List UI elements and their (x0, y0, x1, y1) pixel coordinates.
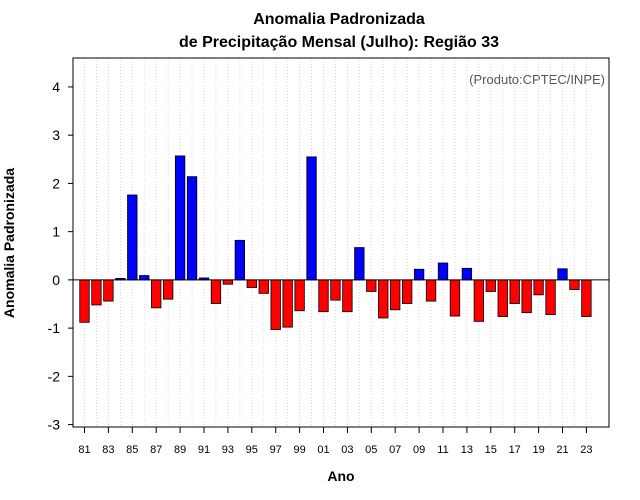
bar-1998 (282, 279, 293, 328)
x-tick-label: 21 (556, 444, 568, 456)
bar-1994 (234, 239, 246, 281)
bar-2003 (342, 279, 353, 313)
bar-2002 (330, 279, 341, 301)
x-axis-title: Ano (327, 468, 354, 484)
bar-2010 (425, 279, 437, 302)
bar-1981 (79, 279, 90, 323)
x-tick-label: 19 (532, 444, 544, 456)
bar-2016 (497, 279, 508, 317)
bar-2000 (306, 156, 317, 281)
bar-2005 (366, 279, 377, 292)
y-tick-label: -3 (48, 417, 61, 433)
bar-2018 (521, 279, 532, 314)
x-tick-label: 07 (389, 444, 401, 456)
bar-1999 (294, 279, 305, 312)
chart-title-line2: de Precipitação Mensal (Julho): Região 3… (179, 34, 499, 51)
chart-title-line1: Anomalia Padronizada (253, 11, 425, 28)
bar-2008 (401, 279, 413, 304)
bar-2021 (557, 268, 568, 281)
x-tick-label: 99 (293, 444, 305, 456)
bar-1987 (151, 279, 162, 309)
bar-2001 (318, 279, 329, 313)
bar-2015 (485, 279, 496, 292)
y-tick-label: -2 (48, 368, 61, 384)
x-tick-label: 03 (341, 444, 353, 456)
bar-2014 (473, 279, 485, 322)
bar-2011 (437, 262, 449, 281)
bar-2022 (569, 279, 580, 290)
bar-2007 (390, 279, 401, 311)
bar-1983 (103, 279, 114, 302)
bar-1993 (222, 279, 234, 285)
bar-2023 (581, 279, 592, 317)
bar-2009 (413, 268, 425, 281)
bar-2013 (461, 267, 473, 281)
bar-1996 (258, 279, 269, 294)
product-credit: (Produto:CPTEC/INPE) (469, 72, 605, 87)
x-tick-label: 17 (509, 444, 521, 456)
x-tick-label: 85 (126, 444, 138, 456)
vertical-grid (84, 58, 587, 427)
x-tick-label: 05 (365, 444, 377, 456)
bar-1997 (270, 279, 281, 330)
bar-1989 (174, 155, 186, 281)
bar-1988 (162, 279, 174, 300)
x-tick-label: 87 (150, 444, 162, 456)
bar-2006 (378, 279, 389, 319)
y-axis-title: Anomalia Padronizada (1, 168, 17, 318)
bar-2019 (533, 279, 544, 296)
plot-frame (72, 57, 610, 428)
x-tick-label: 89 (174, 444, 186, 456)
y-tick-label: -1 (48, 320, 61, 336)
bar-1990 (186, 176, 198, 281)
bar-2017 (509, 279, 520, 304)
x-tick-label: 95 (246, 444, 258, 456)
bar-1985 (127, 194, 138, 281)
y-axis: -3 -2 -1 0 1 2 3 4 (48, 79, 73, 433)
bar-1986 (139, 275, 150, 281)
bar-1982 (91, 279, 102, 306)
bar-1992 (210, 279, 222, 304)
y-tick-label: 2 (52, 175, 60, 191)
x-tick-label: 09 (413, 444, 425, 456)
x-tick-label: 81 (78, 444, 90, 456)
bar-2012 (449, 279, 461, 317)
x-tick-label: 97 (270, 444, 282, 456)
x-tick-label: 23 (580, 444, 592, 456)
x-tick-label: 93 (222, 444, 234, 456)
bar-1995 (246, 279, 257, 289)
y-tick-label: 0 (52, 272, 60, 288)
bars (79, 155, 592, 330)
x-tick-label: 11 (437, 444, 448, 456)
x-axis: 81 83 85 87 89 91 93 95 97 99 01 03 05 07 09 11 13 15 17 19… (78, 427, 593, 456)
y-tick-label: 4 (52, 79, 60, 95)
x-tick-label: 91 (198, 444, 210, 456)
bar-2004 (354, 247, 365, 281)
y-tick-label: 3 (52, 127, 60, 143)
x-tick-label: 01 (317, 444, 329, 456)
bar-2020 (545, 279, 556, 316)
y-tick-label: 1 (52, 224, 60, 240)
x-tick-label: 83 (102, 444, 114, 456)
x-tick-label: 13 (461, 444, 473, 456)
x-tick-label: 15 (485, 444, 497, 456)
